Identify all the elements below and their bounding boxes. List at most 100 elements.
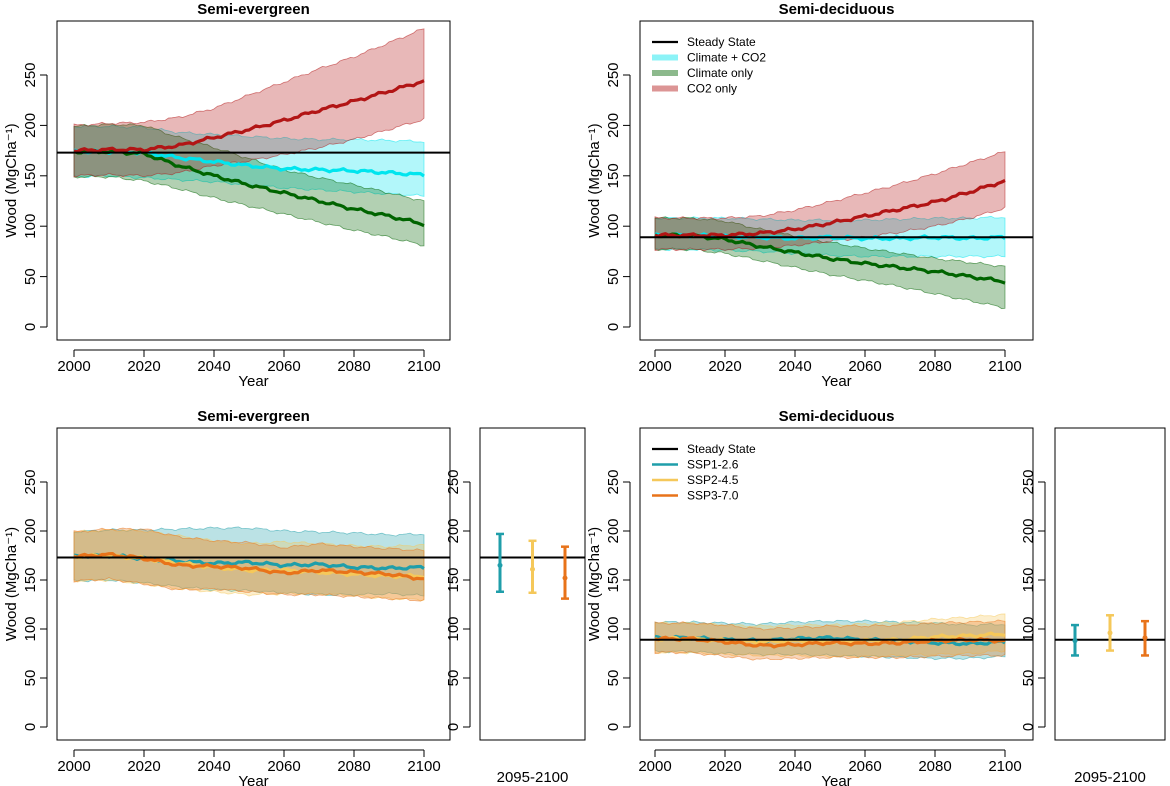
y-axis-label: Wood (MgCha⁻¹) xyxy=(586,123,603,237)
y-tick-label: 50 xyxy=(445,670,462,687)
y-tick-label: 250 xyxy=(22,62,39,87)
y-tick-label: 200 xyxy=(22,518,39,543)
x-axis-label: Year xyxy=(238,773,268,786)
x-tick-label: 2020 xyxy=(708,358,741,375)
y-tick-label: 250 xyxy=(605,62,622,87)
panel-bottom-right-summary: 0 50 100 150 200 250 2095-2100 xyxy=(1020,427,1166,786)
x-tick-label: 2100 xyxy=(407,358,440,375)
panel-title: Semi-deciduous xyxy=(779,1,895,18)
plot-frame xyxy=(639,20,1034,341)
y-tick-label: 150 xyxy=(605,163,622,188)
x-tick-label: 2000 xyxy=(57,758,90,775)
error-bar-ssp2-4-5 xyxy=(528,539,537,594)
x-tick-label: 2000 xyxy=(57,358,90,375)
y-axis-label: Wood (MgCha⁻¹) xyxy=(586,527,603,641)
mean-line-co2-only xyxy=(654,179,1006,239)
mean-line-co2-only xyxy=(73,79,425,154)
y-axis-label: Wood (MgCha⁻¹) xyxy=(3,527,20,641)
panel-title: Semi-evergreen xyxy=(197,408,310,425)
legend-label: SSP1-2.6 xyxy=(687,458,739,472)
x-tick-label: 2060 xyxy=(848,758,881,775)
y-tick-label: 50 xyxy=(605,670,622,687)
y-tick-label: 100 xyxy=(1020,616,1037,641)
plot-area xyxy=(57,28,450,247)
y-tick-label: 0 xyxy=(22,723,39,731)
panel-title: Semi-evergreen xyxy=(197,1,310,18)
y-tick-label: 0 xyxy=(605,323,622,331)
legend-label: Steady State xyxy=(687,442,756,456)
error-bar-mean-point xyxy=(1107,630,1113,636)
y-tick-label: 200 xyxy=(22,113,39,138)
x-tick-label: 2020 xyxy=(127,758,160,775)
x-tick-label: 2060 xyxy=(848,358,881,375)
y-tick-label: 200 xyxy=(445,518,462,543)
y-axis-label: Wood (MgCha⁻¹) xyxy=(3,123,20,237)
x-tick-label: 2100 xyxy=(988,358,1021,375)
error-bar-mean-point xyxy=(497,562,503,568)
x-tick-label: 2060 xyxy=(267,358,300,375)
x-tick-label: 2040 xyxy=(778,758,811,775)
plot-frame xyxy=(56,427,451,741)
y-tick-label: 200 xyxy=(605,518,622,543)
y-tick-label: 200 xyxy=(605,113,622,138)
legend-label: Climate + CO2 xyxy=(687,51,766,65)
x-axis-label: 2095-2100 xyxy=(497,769,569,786)
x-axis-label: Year xyxy=(821,773,851,786)
error-bar-ssp3-7-0 xyxy=(561,545,569,600)
band-climate-co2 xyxy=(73,124,425,197)
x-tick-label: 2040 xyxy=(778,358,811,375)
mean-line-ssp3-7-0 xyxy=(73,551,425,581)
plot-area xyxy=(57,526,450,602)
y-tick-label: 100 xyxy=(22,616,39,641)
x-tick-label: 2040 xyxy=(197,358,230,375)
plot-frame xyxy=(1054,427,1166,741)
x-tick-label: 2080 xyxy=(337,758,370,775)
band-ssp3-7-0 xyxy=(73,527,425,602)
y-tick-label: 150 xyxy=(22,567,39,592)
y-tick-label: 150 xyxy=(1020,567,1037,592)
y-tick-label: 250 xyxy=(22,469,39,494)
x-tick-label: 2060 xyxy=(267,758,300,775)
band-co2-only xyxy=(73,28,425,178)
x-tick-label: 2100 xyxy=(407,758,440,775)
y-tick-label: 250 xyxy=(1020,469,1037,494)
y-tick-label: 0 xyxy=(445,723,462,731)
y-tick-label: 200 xyxy=(1020,518,1037,543)
y-tick-label: 100 xyxy=(22,214,39,239)
y-tick-label: 50 xyxy=(605,268,622,285)
legend-label: CO2 only xyxy=(687,82,737,96)
x-tick-label: 2000 xyxy=(638,758,671,775)
plot-frame xyxy=(639,427,1034,741)
y-tick-label: 100 xyxy=(605,214,622,239)
x-tick-label: 2080 xyxy=(337,358,370,375)
x-tick-label: 2080 xyxy=(918,758,951,775)
y-tick-label: 100 xyxy=(445,616,462,641)
y-tick-label: 250 xyxy=(605,469,622,494)
legend-label: Steady State xyxy=(687,35,756,49)
error-bar-ssp3-7-0 xyxy=(1141,619,1149,657)
x-tick-label: 2020 xyxy=(708,758,741,775)
panel-title: Semi-deciduous xyxy=(779,408,895,425)
y-tick-label: 0 xyxy=(22,323,39,331)
x-tick-label: 2080 xyxy=(918,358,951,375)
y-tick-label: 50 xyxy=(22,268,39,285)
y-tick-label: 150 xyxy=(22,163,39,188)
plot-area xyxy=(640,151,1033,309)
legend-label: SSP3-7.0 xyxy=(687,489,739,503)
error-bar-mean-point xyxy=(1142,635,1148,641)
x-tick-label: 2000 xyxy=(638,358,671,375)
y-tick-label: 150 xyxy=(445,567,462,592)
plot-area xyxy=(640,613,1033,661)
panel-bottom-left-summary: 0 50 100 150 200 250 2095-2100 xyxy=(445,427,586,786)
x-tick-label: 2040 xyxy=(197,758,230,775)
y-tick-label: 50 xyxy=(1020,670,1037,687)
y-tick-label: 0 xyxy=(605,723,622,731)
y-tick-label: 100 xyxy=(605,616,622,641)
error-bar-mean-point xyxy=(562,575,568,581)
